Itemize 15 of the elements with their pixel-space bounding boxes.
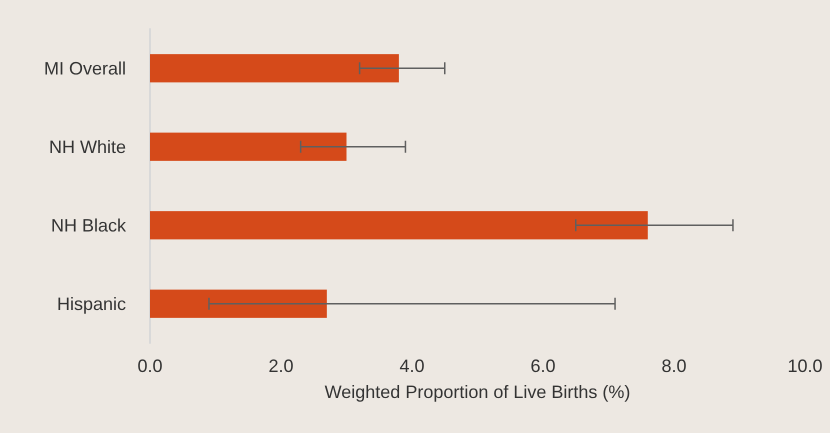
y-tick-label: MI Overall: [44, 58, 126, 78]
y-tick-label: Hispanic: [56, 294, 126, 314]
bar: [150, 290, 327, 318]
bar: [150, 54, 399, 82]
x-tick-label: 4.0: [399, 356, 425, 376]
x-tick-label: 0.0: [137, 356, 163, 376]
x-tick-label: 6.0: [530, 356, 556, 376]
x-tick-label: 8.0: [661, 356, 687, 376]
x-axis-title: Weighted Proportion of Live Births (%): [324, 382, 630, 402]
x-tick-label: 2.0: [268, 356, 294, 376]
x-tick-label: 10.0: [787, 356, 823, 376]
bar: [150, 132, 346, 161]
bar: [150, 211, 648, 240]
y-tick-label: NH White: [48, 136, 126, 157]
y-tick-label: NH Black: [50, 215, 127, 236]
